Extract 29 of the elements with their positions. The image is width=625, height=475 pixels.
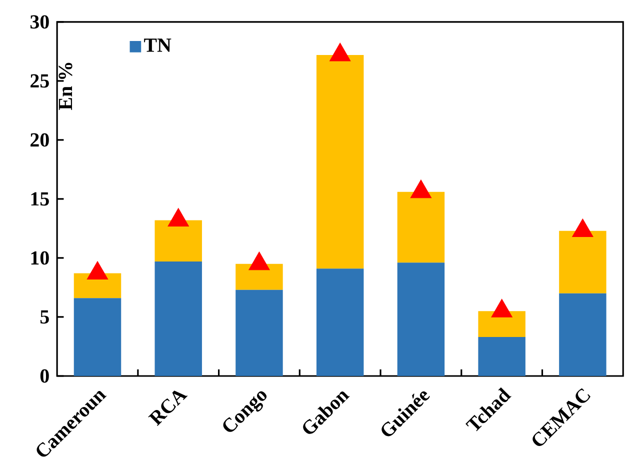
- bar: [478, 337, 526, 376]
- bar: [236, 264, 283, 290]
- point: [491, 298, 512, 318]
- bar: [316, 54, 364, 269]
- y-tick-label: 15: [31, 192, 49, 206]
- bar: [154, 220, 202, 262]
- bar: [316, 268, 364, 376]
- y-tick-label: 5: [40, 310, 49, 324]
- bar: [559, 293, 606, 376]
- bar: [397, 192, 445, 263]
- point: [248, 252, 270, 270]
- point: [86, 261, 108, 280]
- bar: [236, 290, 283, 376]
- y-tick-label: 30: [30, 15, 49, 29]
- bar: [154, 262, 202, 376]
- y-tick-label: 20: [30, 133, 49, 147]
- point: [168, 208, 189, 226]
- point: [329, 42, 351, 62]
- point: [410, 180, 432, 198]
- y-tick-label: 10: [31, 251, 49, 265]
- bar: [478, 311, 526, 338]
- legend-label: TN: [144, 38, 172, 52]
- bar: [74, 298, 122, 376]
- point: [572, 218, 594, 238]
- bar: [397, 262, 445, 376]
- y-axis-title: En %: [58, 62, 72, 110]
- y-tick-label: 25: [30, 74, 49, 88]
- y-tick-label: 0: [40, 369, 49, 383]
- bar: [559, 230, 606, 294]
